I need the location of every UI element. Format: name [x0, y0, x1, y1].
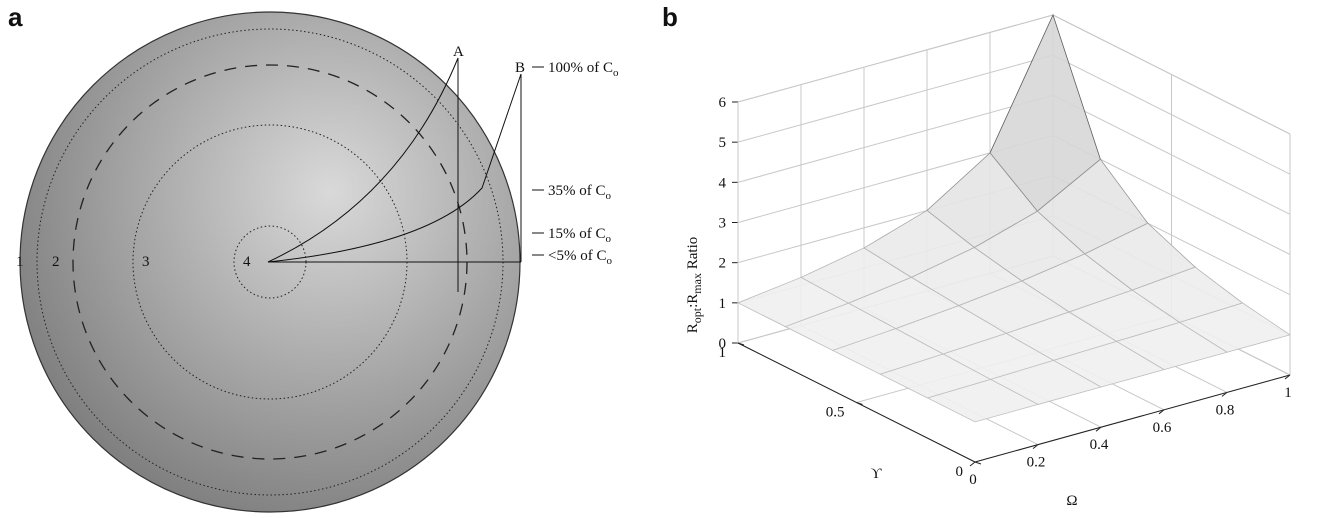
z-tick-label: 0 — [719, 336, 727, 352]
x-tick-label: 0.6 — [1153, 420, 1172, 436]
profile-curve — [267, 73, 522, 263]
level-label: 35% of Co — [548, 183, 612, 202]
grid-line — [737, 94, 1054, 183]
z-axis-label-part: opt — [690, 307, 704, 323]
z-tick-label: 1 — [719, 296, 727, 312]
level-ticks — [532, 66, 544, 256]
panel-label: a — [8, 2, 23, 32]
zone-label: 1 — [16, 254, 24, 270]
curve-label: A — [453, 44, 464, 60]
x-tick-label: 0.2 — [1027, 455, 1046, 471]
y-tick-label: 0.5 — [826, 405, 845, 421]
grid-line — [737, 14, 1054, 103]
level-label: 100% of Co — [548, 60, 619, 79]
curve-label: B — [515, 60, 525, 76]
z-tick-label: 4 — [719, 175, 727, 191]
level-label: <5% of Co — [548, 248, 612, 267]
x-axis — [974, 374, 1291, 463]
y-axis — [737, 342, 976, 463]
x-axis-label: Ω — [1066, 493, 1077, 509]
zone-label: 4 — [243, 254, 251, 270]
x-tick-label: 0.4 — [1090, 437, 1109, 453]
profile-curve — [267, 57, 459, 292]
y-tick-label: 0 — [956, 464, 964, 480]
z-axis-label-part: R — [685, 323, 701, 333]
grid-line — [737, 54, 1054, 143]
z-tick-label: 5 — [719, 135, 727, 151]
level-label: 15% of Co — [548, 226, 612, 245]
z-tick-label: 2 — [719, 256, 727, 272]
y-tick-label: 1 — [719, 345, 727, 361]
panel-a: a 1 2 3 4 A B 100% of Co 35% of Co 15% o… — [8, 2, 619, 513]
surface-patch — [926, 378, 1040, 423]
z-axis-label-part: Ratio — [685, 237, 701, 273]
z-axis-label-part: max — [690, 273, 704, 294]
z-axis-label: Ropt:Rmax Ratio — [685, 237, 704, 333]
x-tick-label: 1 — [1284, 385, 1292, 401]
zone-label: 2 — [52, 254, 60, 270]
tick-mark — [969, 461, 976, 467]
y-axis-label: ϒ — [871, 466, 882, 482]
x-tick-label: 0 — [969, 472, 977, 488]
z-tick-label: 3 — [719, 216, 727, 232]
panel-label: b — [662, 2, 678, 32]
zone-label: 3 — [142, 254, 150, 270]
z-axis-label-part: :R — [685, 294, 701, 308]
z-tick-label: 6 — [719, 95, 727, 111]
tick-mark — [974, 461, 982, 465]
x-tick-label: 0.8 — [1216, 402, 1235, 418]
